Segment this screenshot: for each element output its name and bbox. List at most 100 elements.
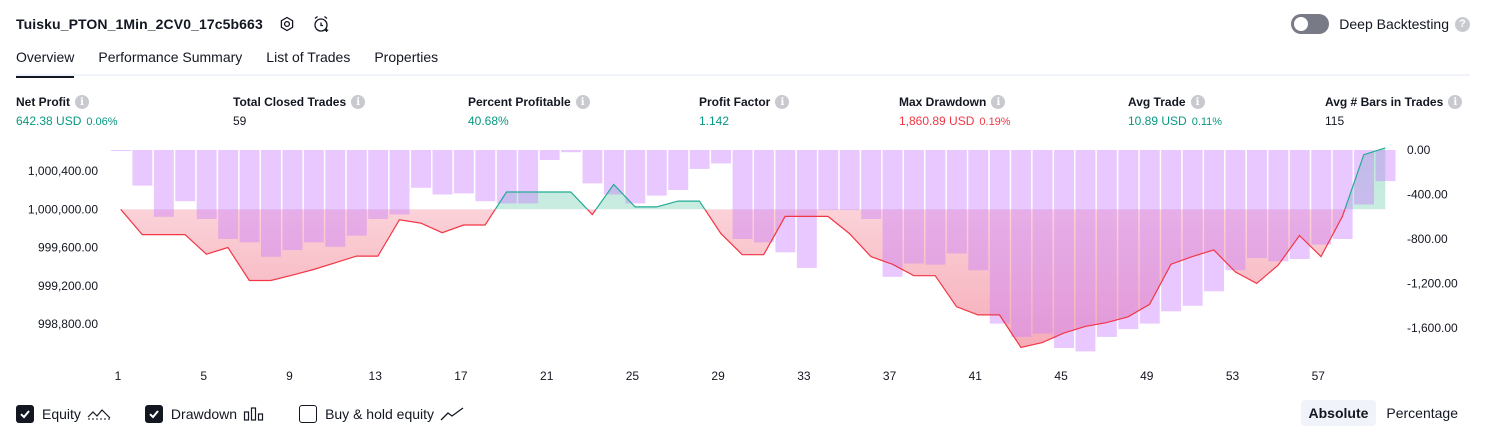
drawdown-bar bbox=[1011, 150, 1032, 337]
stat-value: 1.142 bbox=[699, 114, 730, 128]
x-axis-tick: 17 bbox=[454, 369, 468, 383]
drawdown-bar bbox=[689, 150, 710, 169]
drawdown-bar bbox=[1139, 150, 1160, 324]
drawdown-bars-icon bbox=[243, 407, 264, 421]
stats-row: Net Profit i 642.38 USD 0.06% Total Closed… bbox=[16, 94, 1470, 134]
drawdown-bar bbox=[711, 150, 731, 164]
drawdown-bar bbox=[968, 150, 989, 271]
drawdown-bar bbox=[411, 150, 431, 188]
drawdown-bar bbox=[432, 150, 453, 195]
drawdown-bar bbox=[1354, 150, 1374, 205]
left-axis-tick: 1,000,000.00 bbox=[28, 202, 98, 216]
gear-icon[interactable] bbox=[277, 14, 297, 34]
deep-backtesting-toggle[interactable] bbox=[1291, 14, 1330, 34]
left-axis-tick: 999,200.00 bbox=[38, 279, 98, 293]
stat-label: Max Drawdown bbox=[899, 95, 987, 109]
drawdown-bar bbox=[668, 150, 689, 190]
legend-equity[interactable]: Equity bbox=[16, 405, 111, 423]
x-axis-tick: 57 bbox=[1312, 369, 1326, 383]
equity-area-negative bbox=[120, 209, 1386, 348]
drawdown-bar bbox=[561, 150, 581, 153]
scale-modes: Absolute Percentage bbox=[1299, 400, 1467, 426]
tab-overview[interactable]: Overview bbox=[16, 46, 75, 78]
drawdown-bar bbox=[153, 150, 174, 217]
tab-properties[interactable]: Properties bbox=[374, 49, 439, 65]
drawdown-bar bbox=[282, 150, 303, 251]
report-tabs: Overview Performance Summary List of Tra… bbox=[16, 46, 1470, 78]
info-icon[interactable]: i bbox=[575, 95, 590, 109]
x-axis-tick: 53 bbox=[1226, 369, 1240, 383]
deep-backtesting: Deep Backtesting ? bbox=[1291, 12, 1470, 36]
drawdown-bar bbox=[754, 150, 774, 243]
buy-hold-checkbox[interactable] bbox=[299, 405, 318, 423]
drawdown-bar bbox=[175, 150, 196, 202]
equity-drawdown-chart[interactable]: 1,000,400.00 1,000,000.00 999,600.00 999,20… bbox=[0, 140, 1486, 396]
info-icon[interactable]: i bbox=[1190, 95, 1205, 109]
mode-percentage-button[interactable]: Percentage bbox=[1386, 405, 1458, 421]
info-icon[interactable]: i bbox=[991, 95, 1006, 109]
info-icon[interactable]: i bbox=[1448, 95, 1463, 109]
legend-label: Drawdown bbox=[170, 406, 238, 422]
drawdown-bar bbox=[518, 150, 539, 204]
drawdown-bar bbox=[604, 150, 624, 195]
x-axis-tick: 1 bbox=[115, 369, 122, 383]
equity-checkbox[interactable] bbox=[16, 405, 34, 423]
drawdown-bar bbox=[1118, 150, 1139, 330]
x-axis-tick: 33 bbox=[797, 369, 811, 383]
drawdown-bar bbox=[989, 150, 1010, 324]
x-axis-tick: 9 bbox=[286, 369, 293, 383]
right-axis-tick: -400.00 bbox=[1407, 188, 1448, 202]
drawdown-bar bbox=[111, 150, 131, 151]
stat-percent-profitable: Percent Profitable i 40.68% bbox=[468, 94, 590, 128]
drawdown-bar bbox=[132, 150, 153, 186]
stat-label: Percent Profitable bbox=[468, 95, 571, 109]
x-axis-tick: 49 bbox=[1140, 369, 1154, 383]
mode-absolute-button[interactable]: Absolute bbox=[1300, 400, 1377, 426]
drawdown-bar bbox=[239, 150, 260, 243]
stat-value: 642.38 USD bbox=[16, 114, 82, 128]
drawdown-bar bbox=[1075, 150, 1096, 352]
drawdown-bar bbox=[839, 150, 860, 211]
info-icon[interactable]: i bbox=[775, 95, 790, 109]
tab-list-of-trades[interactable]: List of Trades bbox=[266, 49, 351, 65]
trend-line-icon bbox=[440, 407, 464, 421]
drawdown-bar bbox=[1182, 150, 1203, 306]
drawdown-bar bbox=[1096, 150, 1117, 337]
info-icon[interactable]: i bbox=[75, 95, 89, 109]
stat-percent: 0.11% bbox=[1191, 116, 1223, 128]
right-axis-tick: -800.00 bbox=[1407, 232, 1448, 246]
right-axis-tick: 0.00 bbox=[1407, 143, 1431, 157]
x-axis-tick: 41 bbox=[969, 369, 983, 383]
tab-performance-summary[interactable]: Performance Summary bbox=[98, 49, 243, 65]
drawdown-bar bbox=[1054, 150, 1074, 348]
drawdown-bar bbox=[1247, 150, 1267, 258]
drawdown-bar bbox=[925, 150, 946, 265]
drawdown-bar bbox=[882, 150, 903, 277]
x-axis-tick: 5 bbox=[200, 369, 207, 383]
stat-value: 59 bbox=[233, 114, 247, 128]
drawdown-bar bbox=[1332, 150, 1353, 239]
drawdown-bar bbox=[368, 150, 389, 219]
stat-label: Total Closed Trades bbox=[233, 95, 347, 109]
drawdown-bar bbox=[1204, 150, 1224, 292]
alarm-add-icon[interactable] bbox=[311, 14, 331, 34]
info-icon[interactable]: i bbox=[351, 95, 366, 109]
stat-profit-factor: Profit Factor i 1.142 bbox=[699, 94, 790, 128]
legend-buy-hold[interactable]: Buy & hold equity bbox=[299, 405, 464, 423]
stat-avg-bars-in-trades: Avg # Bars in Trades i 115 bbox=[1325, 94, 1463, 128]
drawdown-bar bbox=[904, 150, 924, 264]
strategy-title: Tuisku_PTON_1Min_2CV0_17c5b663 bbox=[16, 16, 263, 32]
x-axis-tick: 25 bbox=[626, 369, 640, 383]
stat-value: 10.89 USD bbox=[1128, 114, 1187, 128]
drawdown-bar bbox=[1375, 150, 1396, 182]
drawdown-bar bbox=[496, 150, 517, 204]
drawdown-bar bbox=[861, 150, 882, 219]
stat-label: Avg # Bars in Trades bbox=[1325, 95, 1444, 109]
left-axis-tick: 998,800.00 bbox=[38, 317, 98, 331]
help-icon[interactable]: ? bbox=[1455, 16, 1470, 32]
drawdown-bar bbox=[196, 150, 217, 219]
stat-avg-trade: Avg Trade i 10.89 USD 0.11% bbox=[1128, 94, 1222, 128]
drawdown-checkbox[interactable] bbox=[144, 405, 163, 423]
right-axis-tick: -1,200.00 bbox=[1407, 277, 1458, 291]
legend-drawdown[interactable]: Drawdown bbox=[144, 405, 265, 423]
